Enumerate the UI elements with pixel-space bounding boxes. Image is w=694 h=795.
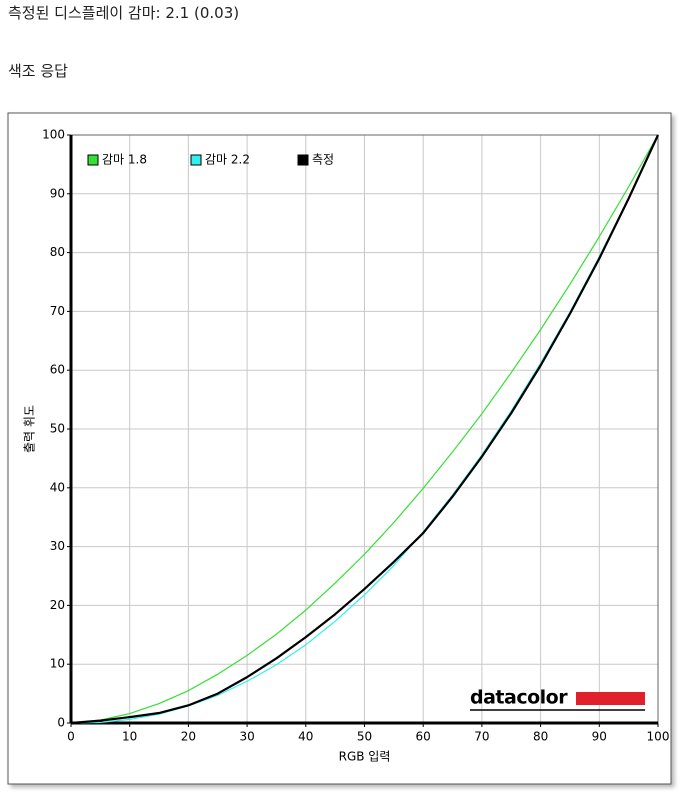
x-tick-label: 60 <box>416 730 431 744</box>
y-tick-label: 100 <box>42 128 65 142</box>
y-tick-label: 10 <box>50 657 65 671</box>
heading: 측정된 디스플레이 감마: 2.1 (0.03) <box>8 4 240 22</box>
x-tick-label: 80 <box>533 730 548 744</box>
x-tick-label: 50 <box>357 730 372 744</box>
y-tick-label: 20 <box>50 598 65 612</box>
y-tick-label: 90 <box>50 186 65 200</box>
x-tick-label: 10 <box>122 730 137 744</box>
x-tick-label: 0 <box>67 730 75 744</box>
x-tick-label: 40 <box>298 730 313 744</box>
x-axis-label: RGB 입력 <box>339 750 391 764</box>
x-tick-label: 100 <box>647 730 670 744</box>
x-tick-label: 90 <box>592 730 607 744</box>
legend-swatch <box>87 154 99 166</box>
x-tick-label: 20 <box>181 730 196 744</box>
logo-bar <box>576 692 645 705</box>
y-tick-label: 50 <box>50 422 65 436</box>
legend-swatch <box>297 154 309 166</box>
section-title: 색조 응답 <box>8 62 68 80</box>
chart-frame <box>7 112 672 785</box>
x-tick-label: 70 <box>474 730 489 744</box>
y-tick-label: 30 <box>50 539 65 553</box>
legend-label: 감마 2.2 <box>205 153 250 167</box>
series-line <box>70 134 659 725</box>
y-tick-label: 60 <box>50 363 65 377</box>
y-tick-label: 70 <box>50 304 65 318</box>
series-line <box>70 134 659 724</box>
legend-label: 측정 <box>312 153 334 167</box>
legend-swatch <box>190 154 202 166</box>
logo-text: datacolor <box>470 687 568 709</box>
y-tick-label: 40 <box>50 480 65 494</box>
x-tick-label: 30 <box>239 730 254 744</box>
y-axis-label: 출력 휘도 <box>23 405 37 453</box>
y-tick-label: 80 <box>50 245 65 259</box>
y-tick-label: 0 <box>57 716 65 730</box>
legend-label: 감마 1.8 <box>102 153 147 167</box>
